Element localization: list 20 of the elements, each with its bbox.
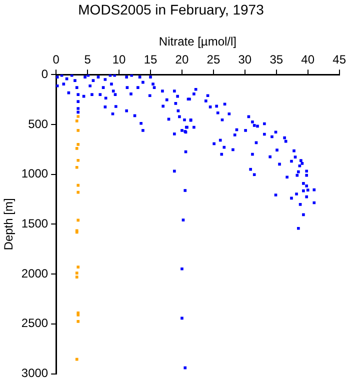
x-tick-label: 40: [301, 52, 315, 67]
y-tick-label: 2500: [21, 316, 48, 330]
y-tick-label: 3000: [21, 366, 48, 380]
x-tick-label: 5: [84, 52, 92, 67]
x-tick-label: 25: [206, 52, 220, 67]
y-tick-label: 500: [28, 116, 48, 131]
y-axis-title: Depth [m]: [2, 198, 16, 250]
x-tick-label: 30: [238, 52, 252, 67]
y-tick-label: 1500: [21, 216, 48, 231]
x-tick-label: 35: [270, 52, 284, 67]
y-tick-label: 2000: [21, 266, 48, 280]
x-tick-label: 20: [175, 52, 189, 67]
x-tick-label: 10: [112, 52, 126, 67]
y-tick-label: 1000: [21, 166, 48, 181]
x-tick-label: 45: [332, 52, 346, 67]
x-tick-label: 15: [144, 52, 158, 67]
y-tick-label: 0: [41, 66, 48, 81]
x-tick-label: 0: [52, 52, 60, 67]
chart-title: MODS2005 in February, 1973: [78, 1, 264, 18]
x-axis-title: Nitrate [µmol/l]: [158, 34, 237, 48]
